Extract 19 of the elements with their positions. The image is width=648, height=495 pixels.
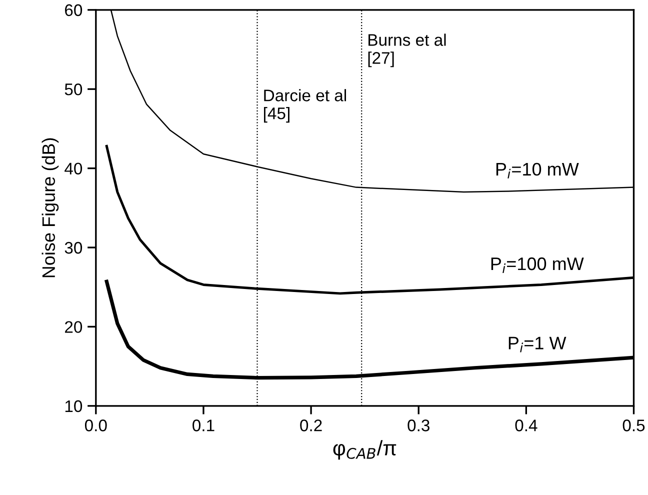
x-tick-label: 0.2 (300, 420, 322, 432)
series-label: P$_{i}$=100 mW (491, 257, 584, 273)
y-tick-label: 60 (65, 4, 82, 16)
ref-line-label: Burns et al [27] (368, 34, 446, 68)
y-tick-label: 40 (64, 162, 82, 175)
x-tick-label: 0.5 (622, 420, 645, 432)
x-tick-label: 0.4 (515, 420, 538, 432)
x-tick-label: 0.1 (192, 420, 214, 432)
y-tick-label: 20 (65, 321, 82, 333)
y-axis-title: Noise Figure (dB) (42, 138, 59, 278)
y-tick-label: 50 (64, 84, 82, 96)
y-tick-label: 10 (65, 400, 82, 412)
x-tick-label: 0.3 (408, 420, 430, 432)
series-label: P$_{i}$=1 W (508, 336, 566, 352)
y-tick-label: 30 (64, 242, 82, 254)
x-axis-title: φ$_{CAB}$/π (333, 440, 396, 460)
ref-line-label: Darcie et al [45] (264, 89, 346, 123)
series-label: P$_{i}$=10 mW (496, 162, 579, 178)
x-tick-label: 0.0 (84, 420, 107, 432)
